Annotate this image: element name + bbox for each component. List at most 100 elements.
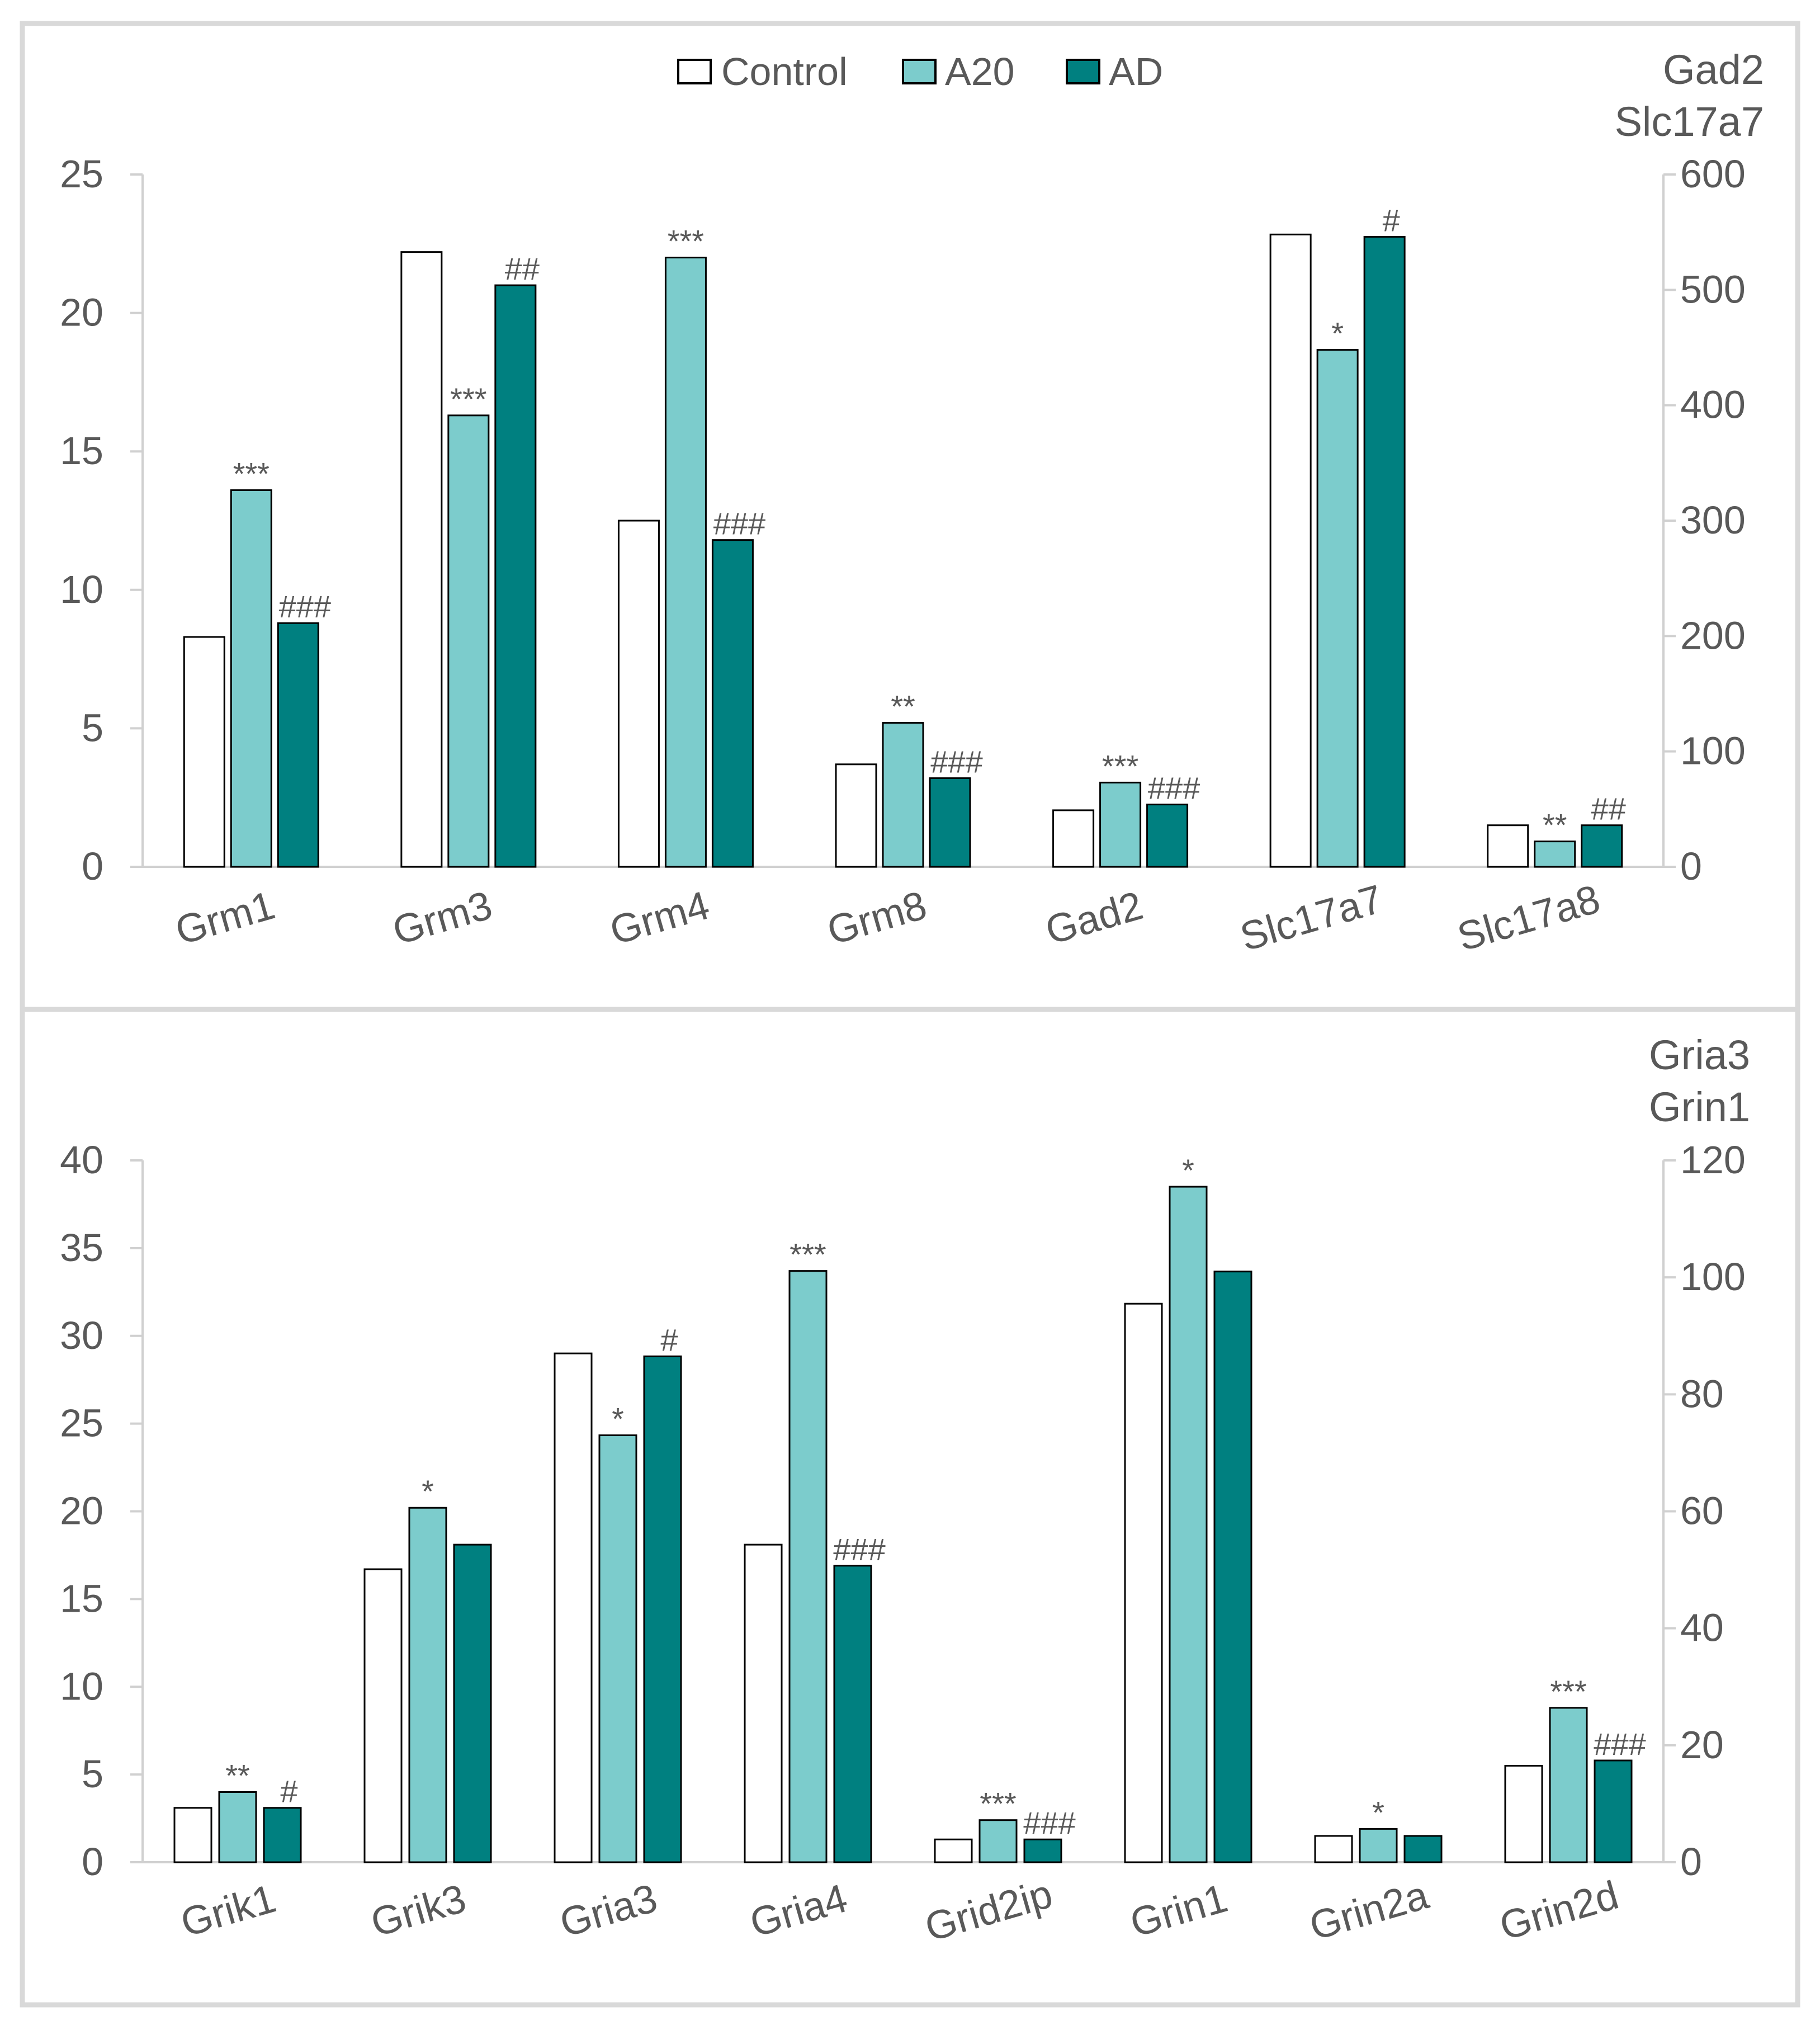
y-tick-label-left: 0 [82,1840,103,1883]
significance-mark-slc17a8-ad: ## [1591,791,1626,827]
bar-gria4-ad [833,1565,872,1863]
legend-swatch-a20 [902,59,937,84]
significance-mark-gria4-a20: *** [790,1237,826,1272]
bar-grik3-control [363,1568,403,1863]
significance-mark-grid2ip-a20: *** [980,1786,1016,1821]
legend-label-control: Control [721,50,848,93]
significance-mark-grik1-ad: # [280,1774,297,1809]
y-tick-label-right: 100 [1680,729,1746,773]
bar-gria3-control [554,1352,593,1863]
bar-grin2d-control [1504,1764,1543,1863]
significance-mark-gad2-a20: *** [1102,748,1138,783]
significance-mark-grin2d-a20: *** [1550,1674,1586,1709]
legend-label-a20: A20 [945,50,1015,93]
bar-grm8-ad [929,777,971,868]
significance-mark-grid2ip-ad: ### [1023,1805,1075,1840]
y-tick-label-left: 15 [60,429,103,473]
significance-mark-grm8-a20: ** [891,688,915,724]
y-tick-label-right: 300 [1680,498,1746,542]
bar-grin2d-a20 [1549,1707,1588,1863]
y-tick-label-left: 0 [82,844,103,888]
bar-grm4-ad [711,539,754,868]
bar-slc17a7-ad [1363,235,1406,868]
significance-mark-grm8-ad: ### [930,744,982,780]
bar-grin2a-a20 [1359,1828,1398,1863]
y-tick-label-left: 5 [82,1752,103,1796]
bar-grid2ip-control [934,1838,973,1863]
bottom-secondary-axis-label-line1: Gria3 [1649,1032,1750,1078]
bar-grm3-a20 [447,414,490,868]
bar-gad2-control [1052,809,1095,868]
significance-mark-grik3-a20: * [422,1474,434,1509]
bar-grm1-ad [277,622,319,868]
bar-grin1-a20 [1169,1186,1208,1863]
significance-mark-slc17a7-ad: # [1383,202,1400,238]
significance-mark-slc17a8-a20: ** [1543,808,1567,843]
top-secondary-axis-label-line1: Gad2 [1663,46,1764,93]
significance-mark-grm4-a20: *** [668,224,704,259]
bar-grik3-ad [453,1543,492,1863]
y-tick-label-left: 25 [60,152,103,196]
y-tick-label-right: 120 [1680,1138,1746,1182]
bar-grik3-a20 [408,1507,447,1863]
bar-grin2a-control [1314,1835,1353,1863]
y-tick-label-left: 30 [60,1314,103,1357]
bottom-secondary-axis-label-line2: Grin1 [1649,1084,1750,1130]
bar-grm8-control [835,763,877,868]
significance-mark-grin1-a20: * [1182,1153,1194,1188]
bar-gria4-a20 [788,1270,828,1863]
bar-grin2d-ad [1594,1759,1633,1863]
y-tick-label-left: 10 [60,1664,103,1708]
bar-grm3-ad [494,284,537,868]
significance-mark-gria3-ad: # [660,1322,678,1357]
bar-grm1-control [183,636,225,868]
significance-mark-grm1-a20: *** [233,456,270,492]
bar-grik1-ad [263,1807,302,1863]
significance-mark-gria4-ad: ### [833,1532,885,1567]
bar-grid2ip-a20 [978,1819,1018,1863]
bar-grm4-control [617,520,660,868]
bar-slc17a8-a20 [1534,841,1576,868]
bar-gria3-a20 [598,1434,637,1863]
y-tick-label-right: 40 [1680,1606,1724,1650]
bar-grin1-control [1124,1302,1163,1863]
y-tick-label-right: 0 [1680,1840,1702,1883]
bar-gad2-a20 [1099,781,1142,868]
y-tick-label-left: 5 [82,706,103,749]
bar-grm1-a20 [230,489,272,868]
legend-label-ad: AD [1109,50,1163,93]
legend: Control A20 AD [677,50,1163,93]
significance-mark-gria3-a20: * [612,1401,624,1437]
y-tick-label-right: 500 [1680,267,1746,311]
significance-mark-grin2d-ad: ### [1594,1726,1646,1762]
y-tick-label-right: 80 [1680,1372,1724,1415]
bar-grid2ip-ad [1023,1838,1062,1863]
bar-slc17a8-control [1487,824,1529,868]
bar-slc17a7-control [1269,233,1312,868]
bar-grin1-ad [1213,1271,1252,1863]
bar-grm3-control [400,251,443,868]
bar-slc17a7-a20 [1316,349,1359,868]
significance-mark-grm3-ad: ## [505,251,540,286]
y-tick-label-right: 200 [1680,613,1746,657]
y-tick-label-right: 100 [1680,1255,1746,1299]
y-tick-label-left: 35 [60,1226,103,1269]
bar-gria3-ad [643,1355,682,1863]
y-tick-label-right: 0 [1680,844,1702,888]
significance-mark-grin2a-a20: * [1372,1795,1384,1830]
y-tick-label-left: 40 [60,1138,103,1182]
legend-swatch-ad [1066,59,1100,84]
significance-mark-grm4-ad: ### [713,506,765,541]
bar-slc17a8-ad [1581,824,1623,868]
y-tick-label-right: 600 [1680,152,1746,196]
bar-grin2a-ad [1403,1835,1443,1863]
top-secondary-axis-label-line2: Slc17a7 [1615,98,1764,145]
significance-mark-slc17a7-a20: * [1331,316,1344,351]
y-tick-label-left: 20 [60,291,103,334]
significance-mark-grm3-a20: *** [450,381,486,417]
bar-grm8-a20 [882,721,924,868]
y-tick-label-left: 20 [60,1489,103,1533]
y-tick-label-left: 15 [60,1576,103,1620]
y-tick-label-right: 400 [1680,383,1746,427]
bar-grik1-control [173,1807,212,1863]
